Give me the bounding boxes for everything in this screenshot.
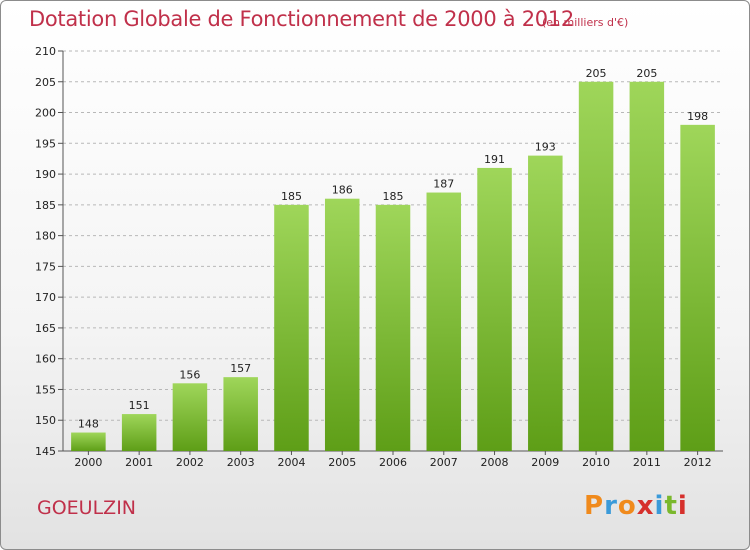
labels: 148 2000 151 2001 156 2002 157 2003 185 2004 186 20… [74,67,711,469]
x-tick-label: 2011 [633,456,661,469]
value-label: 151 [129,399,150,412]
y-tick-label: 150 [35,414,56,427]
y-tick-label: 205 [35,76,56,89]
value-label: 191 [484,153,505,166]
x-tick-label: 2010 [582,456,610,469]
bar-2002[interactable] [172,383,208,451]
y-tick-label: 210 [35,45,56,58]
bar-2005[interactable] [324,198,360,451]
y-tick-label: 155 [35,383,56,396]
chart-title: Dotation Globale de Fonctionnement de 20… [29,7,574,31]
y-tick-label: 180 [35,230,56,243]
logo-letter: t [664,491,678,521]
value-label: 205 [586,67,607,80]
x-tick-label: 2001 [125,456,153,469]
x-tick-label: 2007 [430,456,458,469]
x-tick-label: 2002 [176,456,204,469]
value-label: 193 [535,141,556,154]
value-label: 156 [179,368,200,381]
value-label: 186 [332,184,353,197]
bar-2001[interactable] [121,414,157,451]
value-label: 187 [433,178,454,191]
bar-2011[interactable] [629,81,665,452]
y-tick-label: 170 [35,291,56,304]
y-tick-label: 165 [35,322,56,335]
logo-letter: i [654,491,665,521]
value-label: 185 [281,190,302,203]
value-label: 185 [383,190,404,203]
y-tick-label: 195 [35,137,56,150]
logo-letter: r [604,491,618,521]
logo-letter: P [584,491,605,521]
x-tick-label: 2012 [684,456,712,469]
y-tick-label: 145 [35,445,56,458]
y-tick-label: 160 [35,353,56,366]
x-tick-label: 2006 [379,456,407,469]
x-tick-label: 2003 [227,456,255,469]
value-label: 148 [78,418,99,431]
bar-2006[interactable] [375,204,411,451]
y-tick-label: 175 [35,260,56,273]
bar-2010[interactable] [578,81,614,452]
bar-2000[interactable] [71,432,106,451]
bar-2003[interactable] [223,377,258,451]
commune-name: GOEULZIN [37,497,137,519]
value-label: 198 [687,110,708,123]
x-tick-label: 2004 [277,456,305,469]
y-tick-label: 190 [35,168,56,181]
x-tick-label: 2008 [481,456,509,469]
logo-letter: i [677,491,688,521]
bar-2007[interactable] [426,192,462,452]
x-tick-label: 2000 [74,456,102,469]
logo-letter: x [636,491,655,521]
value-label: 205 [636,67,657,80]
bars [71,81,715,452]
x-tick-label: 2009 [531,456,559,469]
x-tick-label: 2005 [328,456,356,469]
bar-2009[interactable] [528,155,563,451]
bar-2004[interactable] [274,204,309,451]
y-tick-label: 185 [35,199,56,212]
bar-2008[interactable] [477,167,512,451]
logo-letter: o [617,491,637,521]
value-label: 157 [230,362,251,375]
proxiti-logo[interactable]: Proxiti [584,491,688,521]
bar-2012[interactable] [680,124,715,451]
chart-unit-note: (en milliers d'€) [542,16,629,29]
y-tick-label: 200 [35,107,56,120]
